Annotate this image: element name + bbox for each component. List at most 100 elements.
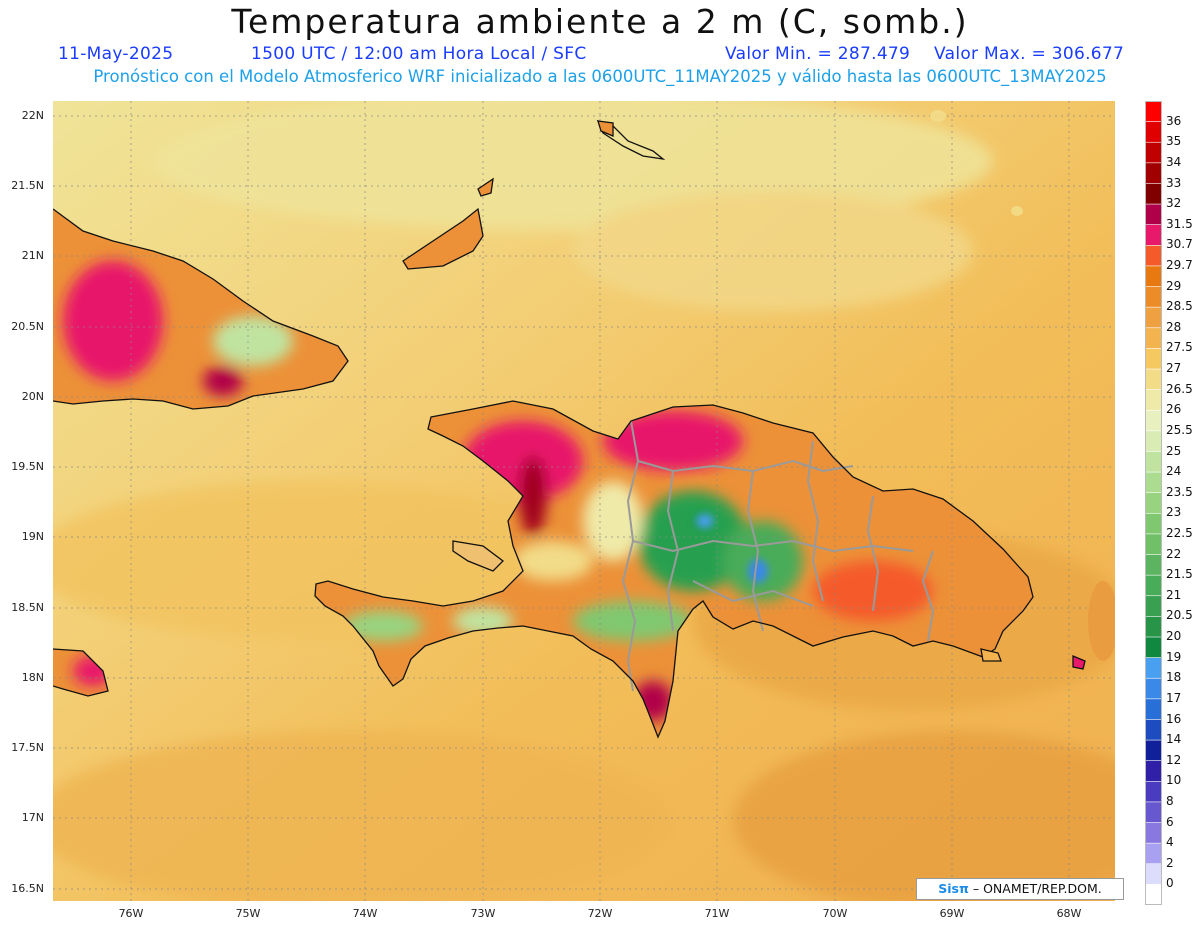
colorbar-swatch xyxy=(1145,203,1162,226)
colorbar-swatch xyxy=(1145,574,1162,597)
colorbar-tick-label: 27.5 xyxy=(1166,340,1193,355)
lon-label: 71W xyxy=(704,907,730,920)
colorbar-swatch xyxy=(1145,306,1162,329)
colorbar-tick-label: 35 xyxy=(1166,134,1182,149)
colorbar-tick-label: 23 xyxy=(1166,505,1182,520)
lon-label: 70W xyxy=(822,907,848,920)
colorbar-tick-label: 26.5 xyxy=(1166,381,1193,396)
colorbar-swatch xyxy=(1145,677,1162,700)
colorbar-swatch xyxy=(1145,245,1162,267)
colorbar-tick-label: 26 xyxy=(1166,402,1182,417)
colorbar-swatch xyxy=(1145,513,1162,535)
colorbar-swatch xyxy=(1145,121,1162,144)
lon-label: 69W xyxy=(939,907,965,920)
colorbar-tick-label: 12 xyxy=(1166,752,1182,767)
colorbar-swatch xyxy=(1145,781,1162,803)
colorbar-tick-label: 29 xyxy=(1166,278,1182,293)
credit-text: – ONAMET/REP.DOM. xyxy=(972,881,1102,896)
colorbar-tick-label: 22.5 xyxy=(1166,525,1193,540)
colorbar-tick-label: 17 xyxy=(1166,690,1182,705)
colorbar-swatch xyxy=(1145,286,1162,308)
forecast-date: 11-May-2025 xyxy=(58,44,174,64)
lat-label: 20.5N xyxy=(11,320,44,333)
colorbar-swatch xyxy=(1145,884,1162,905)
colorbar-swatch xyxy=(1145,348,1162,370)
colorbar-tick-label: 33 xyxy=(1166,175,1182,190)
lat-label: 21N xyxy=(21,249,44,262)
colorbar-tick-label: 4 xyxy=(1166,835,1174,850)
lon-label: 76W xyxy=(118,907,144,920)
lon-label: 72W xyxy=(587,907,613,920)
colorbar-tick-label: 30.7 xyxy=(1166,237,1193,252)
colorbar-tick-label: 27 xyxy=(1166,361,1182,375)
lon-label: 73W xyxy=(470,907,496,920)
colorbar-swatch xyxy=(1145,409,1162,432)
coastlines xyxy=(53,119,1086,739)
colorbar-tick-label: 21 xyxy=(1166,587,1182,602)
small-islands xyxy=(930,110,1115,661)
colorbar-tick-label: 20 xyxy=(1166,629,1182,643)
colorbar-swatch xyxy=(1145,595,1162,618)
colorbar-tick-label: 16 xyxy=(1166,711,1182,726)
colorbar-swatch xyxy=(1145,162,1162,185)
colorbar-swatch xyxy=(1145,430,1162,453)
colorbar-tick-label: 25 xyxy=(1166,443,1182,458)
forecast-time: 1500 UTC / 12:00 am Hora Local / SFC xyxy=(251,44,587,64)
lon-label: 68W xyxy=(1056,907,1082,920)
colorbar-swatch xyxy=(1145,471,1162,494)
colorbar-tick-label: 21.5 xyxy=(1166,567,1193,582)
credit-box: Sisπ – ONAMET/REP.DOM. xyxy=(916,878,1124,900)
credit-brand: Sisπ xyxy=(938,881,969,896)
colorbar-tick-label: 0 xyxy=(1166,876,1174,891)
colorbar-tick-label: 28.5 xyxy=(1166,299,1193,314)
colorbar-tick-label: 24 xyxy=(1166,464,1182,479)
colorbar-swatch xyxy=(1145,636,1162,659)
colorbar-tick-label: 25.5 xyxy=(1166,422,1193,437)
colorbar-frame xyxy=(1145,101,1162,905)
graticule xyxy=(53,101,1115,901)
lon-label: 74W xyxy=(352,907,378,920)
colorbar-swatch xyxy=(1145,101,1162,123)
colorbar-swatch xyxy=(1145,657,1162,680)
colorbar-swatch xyxy=(1145,842,1162,865)
lat-label: 19.5N xyxy=(11,460,44,473)
colorbar-swatch xyxy=(1145,863,1162,886)
colorbar-swatch xyxy=(1145,760,1162,783)
colorbar-tick-label: 32 xyxy=(1166,196,1182,211)
map-title: Temperatura ambiente a 2 m (C, somb.) xyxy=(231,2,969,41)
province-borders xyxy=(621,420,935,692)
sea-temperature-fields xyxy=(53,101,1115,901)
lat-label: 16.5N xyxy=(11,882,44,895)
lat-label: 18.5N xyxy=(11,601,44,614)
colorbar-tick-label: 22 xyxy=(1166,546,1182,561)
lat-label: 18N xyxy=(21,671,44,684)
lat-label: 22N xyxy=(21,109,44,122)
colorbar-tick-label: 14 xyxy=(1166,732,1182,747)
max-value: Valor Max. = 306.677 xyxy=(934,44,1125,64)
colorbar-tick-label: 6 xyxy=(1166,814,1174,829)
colorbar-swatch xyxy=(1145,141,1162,164)
colorbar-tick-label: 28 xyxy=(1166,319,1182,334)
colorbar-swatch xyxy=(1145,719,1162,741)
colorbar-swatch xyxy=(1145,801,1162,824)
colorbar-swatch xyxy=(1145,698,1162,721)
colorbar-tick-label: 31.5 xyxy=(1166,216,1193,231)
colorbar-swatch xyxy=(1145,265,1162,288)
colorbar-swatch xyxy=(1145,739,1162,762)
min-value: Valor Min. = 287.479 xyxy=(725,44,911,64)
lat-label: 21.5N xyxy=(11,179,44,192)
colorbar-swatch xyxy=(1145,183,1162,205)
colorbar-tick-label: 20.5 xyxy=(1166,608,1193,623)
lat-label: 20N xyxy=(21,390,44,403)
colorbar-tick-label: 29.7 xyxy=(1166,257,1193,272)
model-info: Pronóstico con el Modelo Atmosferico WRF… xyxy=(93,67,1107,86)
colorbar-tick-label: 18 xyxy=(1166,670,1182,685)
lat-label: 19N xyxy=(21,530,44,543)
lon-label: 75W xyxy=(235,907,261,920)
colorbar-swatch xyxy=(1145,554,1162,576)
colorbar-swatch xyxy=(1145,533,1162,556)
colorbar-tick-label: 23.5 xyxy=(1166,484,1193,499)
lat-label: 17.5N xyxy=(11,741,44,754)
colorbar-swatch xyxy=(1145,368,1162,391)
colorbar-swatch xyxy=(1145,327,1162,350)
